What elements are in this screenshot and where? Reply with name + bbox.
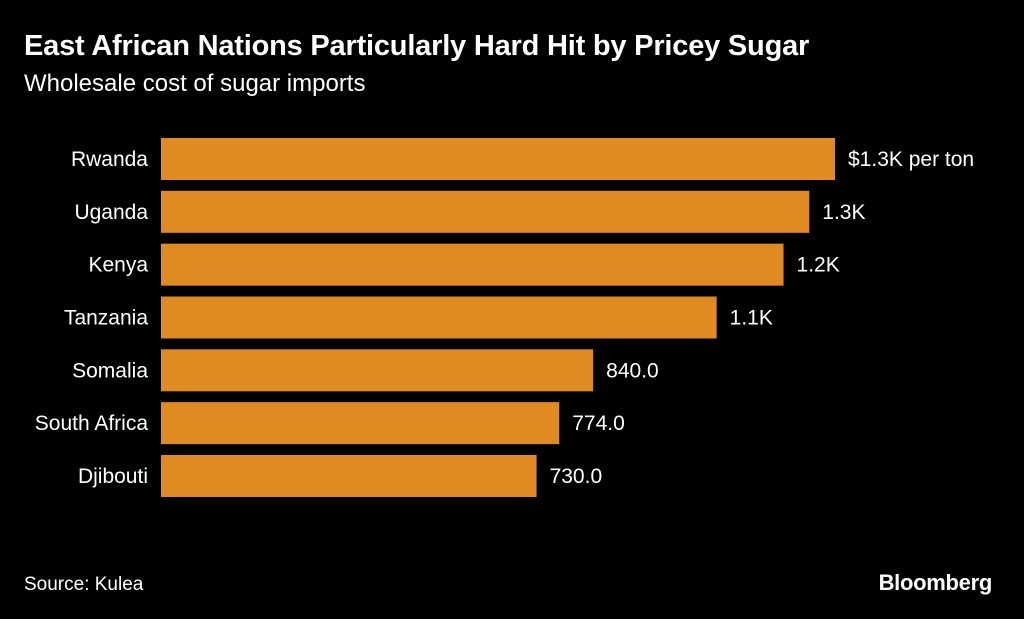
bar-somalia bbox=[161, 349, 594, 392]
chart-title: East African Nations Particularly Hard H… bbox=[24, 30, 810, 62]
bloomberg-logo: Bloomberg bbox=[878, 570, 993, 595]
value-label: 1.1K bbox=[730, 306, 773, 329]
value-label: 1.2K bbox=[797, 254, 840, 277]
category-label: Tanzania bbox=[64, 306, 148, 329]
category-label: Rwanda bbox=[71, 148, 148, 171]
bar-rwanda bbox=[161, 138, 835, 180]
category-label: Somalia bbox=[72, 359, 148, 382]
source-note: Source: Kulea bbox=[24, 574, 144, 595]
chart-subtitle: Wholesale cost of sugar imports bbox=[24, 70, 366, 97]
bar-kenya bbox=[161, 243, 784, 286]
value-label: 1.3K bbox=[822, 201, 865, 224]
category-label: South Africa bbox=[35, 412, 149, 435]
category-label: Kenya bbox=[88, 254, 148, 277]
value-label: 774.0 bbox=[572, 412, 625, 435]
value-label: 840.0 bbox=[606, 359, 659, 382]
bar-south-africa bbox=[161, 402, 560, 445]
category-label: Uganda bbox=[74, 201, 148, 224]
bar-tanzania bbox=[161, 296, 717, 339]
category-label: Djibouti bbox=[78, 465, 148, 488]
bar-uganda bbox=[161, 190, 810, 233]
bar-chart: Rwanda $1.3K per ton Uganda 1.3K Kenya 1.2K Ta… bbox=[35, 138, 974, 497]
bar-djibouti bbox=[161, 454, 537, 497]
value-label: $1.3K per ton bbox=[848, 148, 974, 171]
value-label: 730.0 bbox=[550, 465, 603, 488]
